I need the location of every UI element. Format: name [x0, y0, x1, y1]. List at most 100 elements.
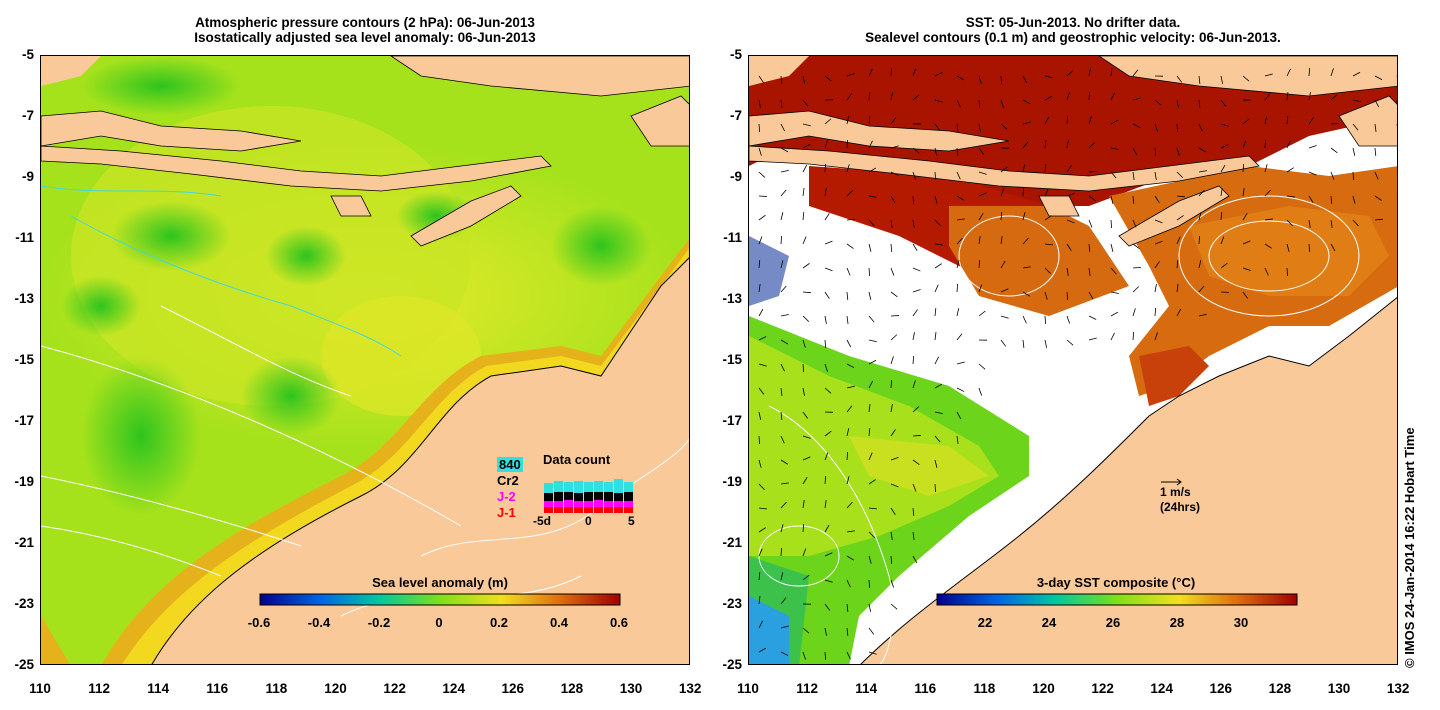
velocity-arrow [780, 189, 787, 197]
velocity-arrow [1176, 171, 1183, 178]
velocity-arrow [956, 361, 965, 365]
velocity-arrow [1286, 68, 1291, 77]
velocity-arrow [1198, 285, 1205, 293]
velocity-arrow [824, 524, 830, 533]
scale-label-duration: (24hrs) [1160, 500, 1201, 514]
velocity-arrow [846, 73, 855, 77]
velocity-arrow [780, 482, 789, 485]
velocity-arrow [1132, 123, 1141, 128]
velocity-arrow [758, 123, 761, 133]
sst-colorbar [936, 593, 1298, 606]
velocity-arrow [1132, 308, 1136, 317]
velocity-arrow [802, 75, 806, 84]
left-lon-tick: 116 [206, 681, 229, 696]
velocity-arrow [1044, 140, 1047, 149]
velocity-arrow [780, 547, 782, 557]
velocity-arrow [1022, 99, 1031, 105]
velocity-arrow [1066, 243, 1072, 251]
velocity-arrow [1022, 75, 1028, 84]
velocity-arrow [868, 291, 872, 300]
left-lon-tick: 126 [501, 681, 525, 696]
velocity-arrow [1022, 237, 1029, 245]
velocity-arrow [1330, 219, 1333, 228]
velocity-arrow [1396, 124, 1397, 127]
velocity-arrow [758, 363, 767, 367]
velocity-arrow [846, 651, 851, 660]
velocity-arrow [1286, 140, 1291, 149]
velocity-arrow [1286, 116, 1289, 125]
velocity-arrow [1242, 267, 1251, 271]
velocity-arrow [758, 620, 763, 629]
velocity-arrow [1154, 195, 1160, 203]
velocity-arrow [846, 451, 848, 461]
velocity-arrow [846, 579, 851, 588]
velocity-arrow [890, 219, 893, 228]
velocity-arrow [1044, 188, 1049, 197]
velocity-arrow [1396, 195, 1397, 196]
velocity-arrow [978, 236, 981, 245]
velocity-arrow [824, 627, 827, 636]
velocity-arrow [868, 479, 876, 485]
velocity-arrow [1242, 118, 1250, 125]
velocity-arrow [1396, 148, 1397, 149]
velocity-arrow [1154, 332, 1158, 341]
sst-colorbar-tick: 28 [1169, 615, 1185, 630]
velocity-arrow [1044, 339, 1048, 348]
velocity-arrow [1132, 243, 1140, 249]
data-count-bar [544, 483, 553, 493]
velocity-arrow [780, 597, 787, 605]
data-count-bar [584, 507, 593, 513]
velocity-arrow [1176, 195, 1185, 198]
velocity-arrow [1352, 171, 1354, 181]
velocity-arrow [1132, 331, 1135, 341]
velocity-arrow [956, 237, 963, 245]
right-lat-tick: -11 [723, 230, 742, 245]
velocity-arrow [802, 627, 810, 634]
data-count-bar [614, 493, 623, 501]
velocity-arrow [824, 339, 827, 349]
velocity-arrow [912, 267, 921, 272]
sst-colorbar-label: 3-day SST composite (°C) [1036, 575, 1196, 590]
satellite-label-j-1: J-1 [497, 505, 516, 520]
velocity-arrow [1396, 76, 1397, 78]
velocity-arrow [780, 123, 785, 132]
velocity-arrow [1176, 260, 1179, 269]
velocity-arrow [1330, 243, 1336, 252]
velocity-arrow [824, 500, 827, 509]
velocity-arrow [1154, 240, 1163, 245]
velocity-arrow [1308, 92, 1311, 101]
velocity-arrow [1132, 97, 1141, 101]
velocity-arrow [1374, 171, 1379, 180]
velocity-arrow [1088, 116, 1092, 125]
velocity-arrow [1374, 218, 1383, 221]
velocity-arrow [868, 404, 871, 413]
velocity-arrow [1264, 218, 1273, 221]
velocity-arrow [956, 171, 961, 180]
velocity-arrow [1176, 215, 1184, 221]
velocity-arrow [758, 387, 765, 395]
scale-label-speed: 1 m/s [1160, 485, 1191, 499]
velocity-arrow [846, 603, 849, 612]
velocity-arrow [780, 169, 789, 173]
sst-colorbar-tick: 26 [1105, 615, 1121, 630]
velocity-arrow [1066, 339, 1074, 346]
velocity-arrow [780, 99, 783, 108]
velocity-arrow [1198, 189, 1205, 197]
velocity-arrow [824, 579, 833, 583]
velocity-arrow [1286, 195, 1295, 198]
velocity-arrow [1220, 123, 1229, 127]
velocity-arrow [1242, 291, 1248, 299]
velocity-arrow [1132, 69, 1139, 77]
velocity-arrow [1198, 313, 1207, 317]
velocity-arrow [978, 99, 980, 109]
left-lat-tick: -15 [14, 352, 34, 367]
velocity-arrow [846, 501, 853, 509]
velocity-arrow [868, 531, 875, 538]
velocity-arrow [890, 404, 893, 413]
velocity-arrow [758, 527, 766, 533]
velocity-arrow [802, 315, 810, 322]
velocity-arrow [802, 476, 808, 485]
velocity-arrow [846, 315, 849, 324]
data-count-bar [574, 507, 583, 513]
velocity-arrow [868, 315, 875, 323]
